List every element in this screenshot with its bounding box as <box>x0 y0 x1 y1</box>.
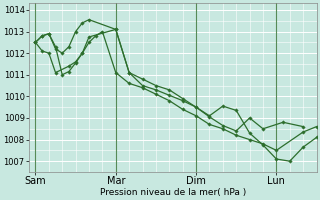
X-axis label: Pression niveau de la mer( hPa ): Pression niveau de la mer( hPa ) <box>100 188 246 197</box>
